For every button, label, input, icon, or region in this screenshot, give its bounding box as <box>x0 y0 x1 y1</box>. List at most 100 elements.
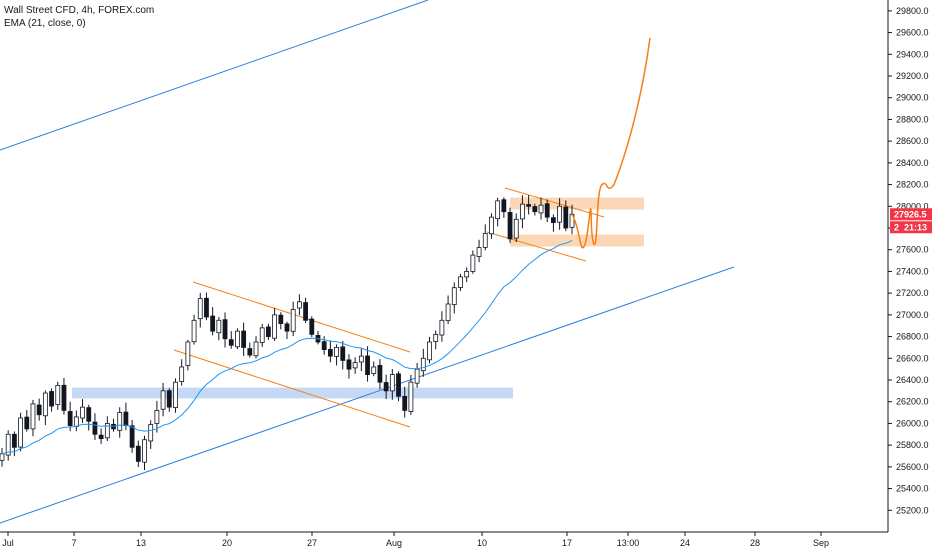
candle-body <box>371 366 377 374</box>
candle-body <box>414 368 420 384</box>
candle-body <box>278 314 284 324</box>
candle-body <box>296 301 302 309</box>
candle-body <box>383 382 389 392</box>
time-tick-label: Aug <box>386 538 402 548</box>
price-tick-label: 27400.0 <box>896 266 929 276</box>
candle-body <box>117 412 123 431</box>
candle-body <box>123 411 129 427</box>
candle-body <box>30 403 36 430</box>
candle-body <box>396 373 401 397</box>
candle-body <box>352 362 358 369</box>
support-zone <box>72 387 513 399</box>
candle-body <box>346 359 352 370</box>
price-tick-label: 28400.0 <box>896 158 929 168</box>
price-tick-label: 28600.0 <box>896 136 929 146</box>
candle-body <box>129 425 135 448</box>
time-tick-label: 17 <box>562 538 572 548</box>
candle-body <box>142 439 147 463</box>
candle-body <box>458 276 463 288</box>
price-axis[interactable]: 25200.0 25400.0 25600.0 25800.0 26000.0 26200… <box>887 0 932 532</box>
price-tick-label: 29600.0 <box>896 28 929 38</box>
candle-body <box>464 271 470 278</box>
candle-body <box>439 319 445 336</box>
candle-body <box>42 392 48 417</box>
time-axis[interactable]: Jul 7 13 20 27 Aug 10 17 13:00 24 28 Sep <box>0 531 888 548</box>
pennant-lower-line <box>486 231 587 262</box>
time-tick-label: 27 <box>307 538 317 548</box>
candle-body <box>520 203 525 220</box>
candle-body <box>272 314 278 339</box>
candle-body <box>197 298 203 320</box>
candle-body <box>216 319 222 334</box>
time-tick-label: Sep <box>813 538 829 548</box>
candle-body <box>309 318 315 335</box>
candle-body <box>135 445 141 462</box>
time-tick-label: 24 <box>680 538 690 548</box>
candle-body <box>482 233 488 248</box>
time-tick-label: Jul <box>2 538 14 548</box>
flag-lower-line <box>173 349 411 428</box>
candle-body <box>204 297 209 318</box>
candle-body <box>489 216 494 235</box>
price-tick-label: 26200.0 <box>896 397 929 407</box>
candle-body <box>154 409 160 424</box>
candle-body <box>235 330 240 348</box>
last-price-label: 27926.5 <box>894 209 927 219</box>
projection-path <box>571 37 651 249</box>
candle-body <box>377 365 383 383</box>
candle-body <box>445 303 451 322</box>
candle-body <box>334 347 339 357</box>
candle-body <box>73 416 79 427</box>
candle-body <box>513 218 519 239</box>
price-tick-label: 26800.0 <box>896 332 929 342</box>
candle-body <box>389 374 395 392</box>
candle-body <box>92 421 98 435</box>
candle-body <box>507 212 513 240</box>
lower-channel-line <box>0 266 735 524</box>
price-tick-label: 25200.0 <box>896 505 929 515</box>
price-tick-label: 28800.0 <box>896 114 929 124</box>
price-tick-label: 25600.0 <box>896 462 929 472</box>
candle-body <box>247 348 253 356</box>
candle-body <box>563 206 569 229</box>
price-tick-label: 25800.0 <box>896 440 929 450</box>
candle-body <box>327 349 333 357</box>
price-tick-label: 29800.0 <box>896 6 929 16</box>
countdown-label: 21:13 <box>904 222 927 232</box>
candle-body <box>266 326 271 337</box>
candle-body <box>365 355 370 375</box>
price-tick-label: 25400.0 <box>896 484 929 494</box>
candle-body <box>321 341 327 350</box>
candle-body <box>11 433 17 448</box>
time-tick-label: 13:00 <box>617 538 640 548</box>
candle-body <box>36 404 42 416</box>
candle-body <box>222 319 228 340</box>
price-tick-label: 26400.0 <box>896 375 929 385</box>
candle-body <box>55 385 61 405</box>
candle-body <box>228 339 234 346</box>
symbol-title: Wall Street CFD, 4h, FOREX.com <box>4 5 155 16</box>
price-tick-label: 27600.0 <box>896 245 929 255</box>
countdown-prefix: 2 <box>894 222 899 232</box>
candle-body <box>303 302 308 321</box>
candle-body <box>526 204 532 207</box>
candle-body <box>253 341 259 357</box>
price-tick-label: 28200.0 <box>896 180 929 190</box>
ema-line <box>1 240 573 455</box>
candle-body <box>148 424 154 442</box>
price-tick-label: 28000.0 <box>896 201 929 211</box>
candle-body <box>340 346 346 361</box>
candle-body <box>24 416 30 430</box>
candle-body <box>538 204 544 214</box>
price-tick-label: 26000.0 <box>896 418 929 428</box>
candle-body <box>160 390 166 410</box>
candle-body <box>86 407 92 422</box>
price-tick-label: 29400.0 <box>896 49 929 59</box>
candle-body <box>210 315 216 332</box>
candle-body <box>179 366 185 382</box>
price-tick-label: 27000.0 <box>896 310 929 320</box>
flag-upper-line <box>192 281 411 353</box>
ema-layer <box>1 240 573 455</box>
last-price-tag <box>890 208 932 221</box>
